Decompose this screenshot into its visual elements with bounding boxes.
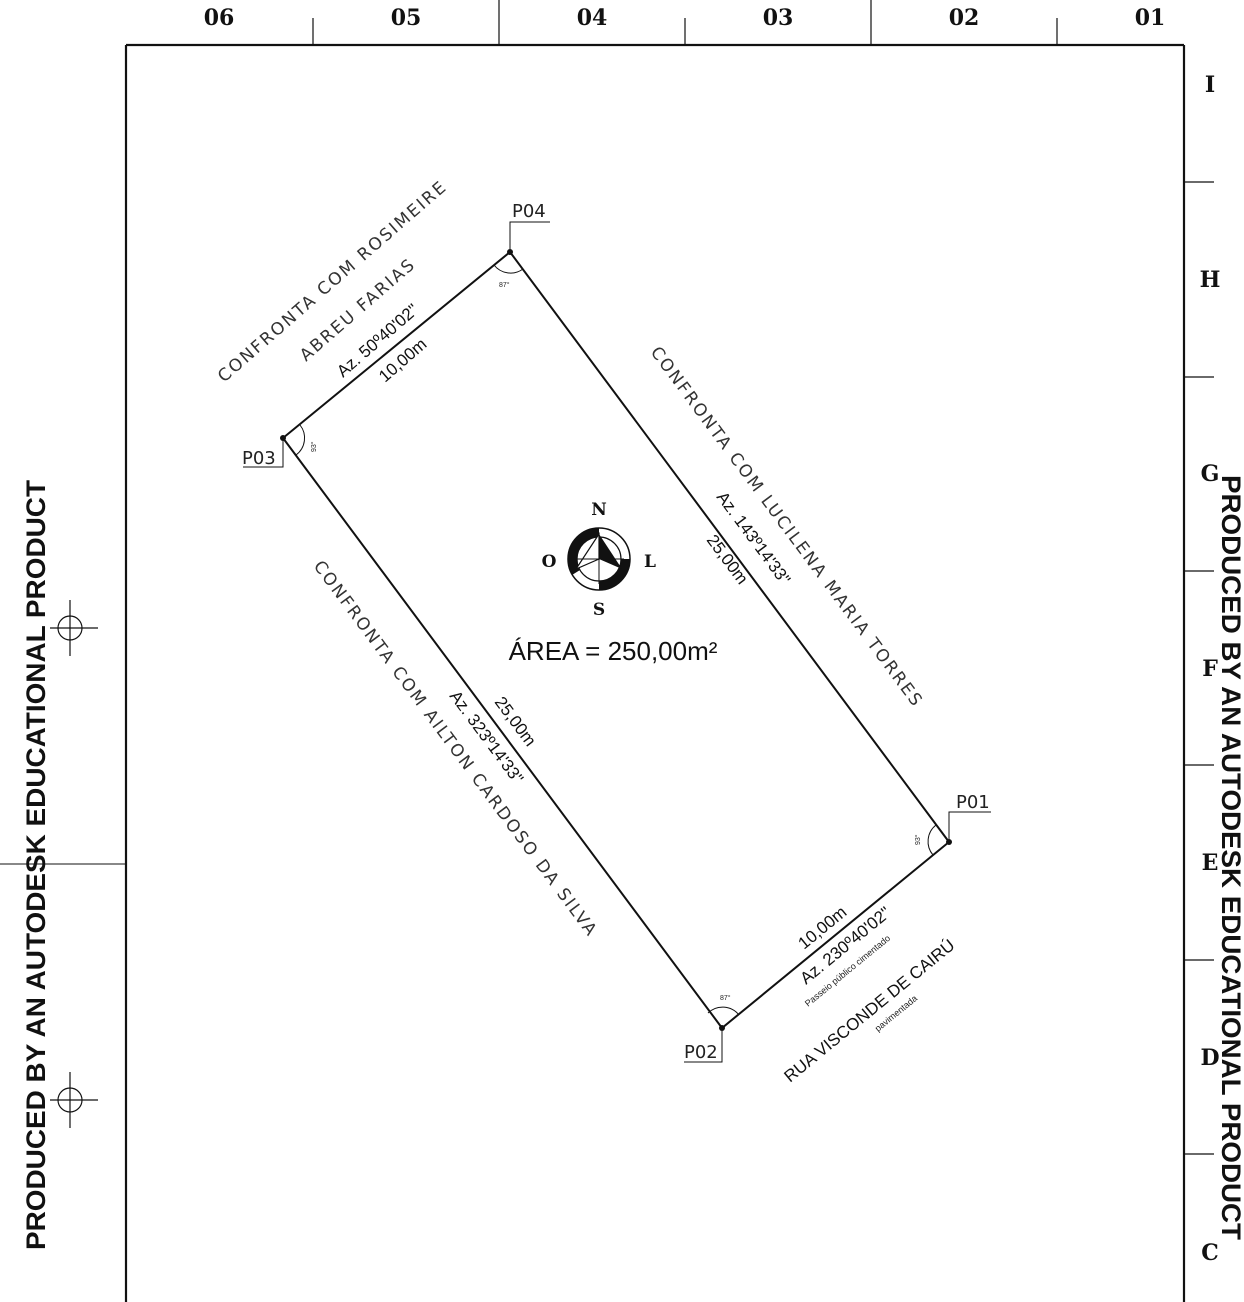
grid-column-labels: 06 05 04 03 02 01 (204, 5, 1166, 31)
grid-row-labels: I H G F E D C (1200, 72, 1221, 1266)
angle-p04: 87° (499, 281, 510, 289)
watermark-right: PRODUCED BY AN AUTODESK EDUCATIONAL PROD… (1216, 475, 1244, 1241)
angle-arcs (295, 264, 937, 1016)
grid-col-04: 04 (577, 5, 608, 31)
registration-mark-lower (50, 1072, 98, 1128)
grid-col-02: 02 (949, 5, 980, 31)
grid-col-03: 03 (763, 5, 794, 31)
angle-p02: 87° (720, 994, 731, 1002)
compass-s: S (593, 600, 605, 620)
point-label-p04: P04 (509, 201, 550, 252)
confronta-ailton: CONFRONTA COM AILTON CARDOSO DA SILVA (309, 557, 601, 941)
compass-l: L (644, 552, 656, 572)
registration-mark-upper (50, 600, 98, 656)
area-label: ÁREA = 250,00m² (509, 636, 718, 666)
grid-row-h: H (1200, 267, 1221, 293)
point-label-p01: P01 (948, 792, 991, 842)
point-p02: P02 (684, 1042, 718, 1063)
grid-row-f: F (1202, 656, 1218, 682)
compass-n: N (591, 500, 607, 520)
compass-o: O (542, 552, 557, 572)
point-label-p02: P02 (684, 1028, 723, 1063)
grid-row-i: I (1205, 72, 1215, 98)
watermark-left: PRODUCED BY AN AUTODESK EDUCATIONAL PROD… (21, 479, 51, 1250)
north-compass: N S O L (542, 500, 656, 620)
grid-col-06: 06 (204, 5, 235, 31)
point-p01: P01 (956, 792, 990, 813)
side-north-west: CONFRONTA COM ROSIMEIRE ABREU FARIAS Az.… (214, 177, 451, 387)
side-south-west: CONFRONTA COM AILTON CARDOSO DA SILVA 25… (309, 557, 601, 941)
grid-col-01: 01 (1135, 5, 1166, 31)
grid-row-c: C (1201, 1240, 1219, 1266)
point-label-p03: P03 (242, 438, 284, 469)
sheet-frame (0, 0, 1214, 1302)
grid-row-d: D (1200, 1045, 1219, 1071)
angle-p03: 93° (310, 441, 318, 452)
point-p04: P04 (512, 201, 546, 222)
grid-col-05: 05 (391, 5, 422, 31)
side-south-east: 10,00m Az. 230º40'02" Passeio público ci… (780, 902, 958, 1086)
grid-row-g: G (1201, 461, 1220, 487)
angle-p01: 93° (914, 834, 922, 845)
point-p03: P03 (242, 448, 276, 469)
grid-row-e: E (1202, 850, 1219, 876)
